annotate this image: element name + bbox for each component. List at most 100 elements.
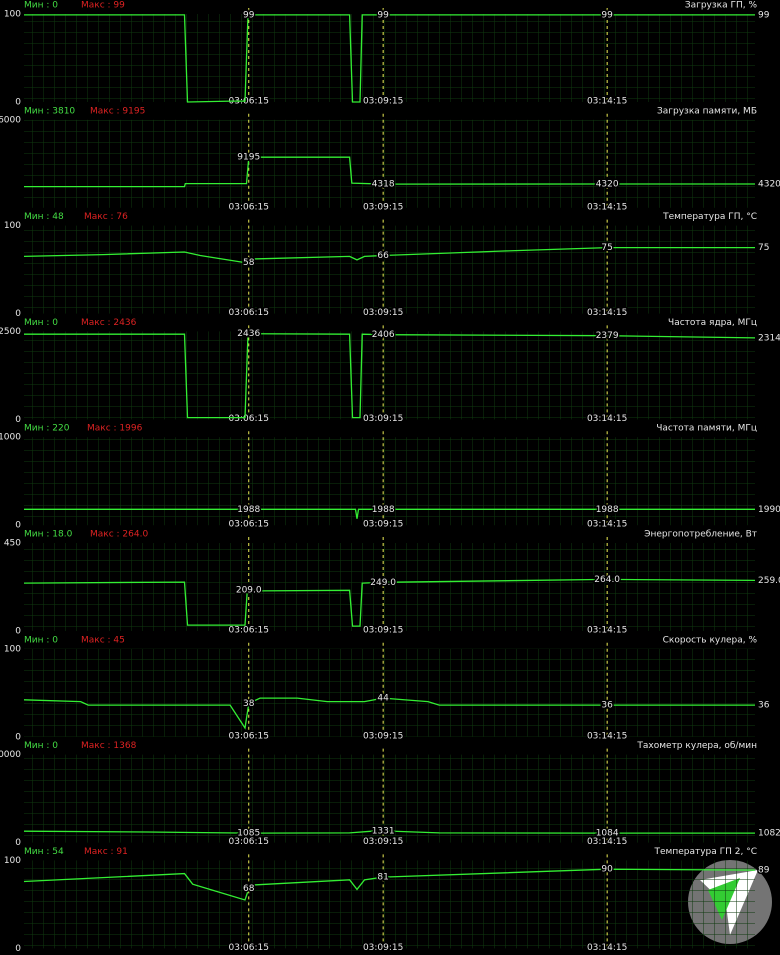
grid — [24, 331, 755, 420]
value-label: 36 — [758, 701, 770, 711]
value-label: 66 — [377, 251, 389, 261]
x-tick-label: 03:14:15 — [587, 97, 627, 107]
x-tick-label: 03:14:15 — [587, 308, 627, 318]
x-tick-label: 03:14:15 — [587, 837, 627, 847]
max-label: Макс : 2436 — [81, 318, 137, 328]
y-tick-label: 2500 — [0, 327, 21, 337]
x-tick-label: 03:14:15 — [587, 626, 627, 636]
grid — [24, 543, 755, 631]
grid — [24, 754, 755, 843]
series-line — [23, 868, 756, 901]
value-label: 1331 — [372, 826, 395, 836]
y-tick-label: 0 — [15, 415, 21, 425]
grid — [24, 437, 755, 526]
value-label: 68 — [243, 884, 255, 894]
value-label: 44 — [377, 694, 389, 704]
x-tick-label: 03:14:15 — [587, 202, 627, 212]
x-tick-label: 03:06:15 — [229, 520, 269, 530]
y-tick-label: 0 — [15, 521, 21, 531]
x-tick-label: 03:09:15 — [363, 520, 403, 530]
y-tick-label: 100 — [4, 856, 21, 866]
panel-title: Загрузка памяти, МБ — [657, 106, 757, 116]
min-label: Мин : 0 — [24, 1, 58, 11]
min-label: Мин : 0 — [24, 318, 58, 328]
series-line — [23, 246, 755, 264]
min-label: Мин : 220 — [24, 424, 70, 434]
max-label: Макс : 91 — [84, 847, 128, 857]
max-label: Макс : 9195 — [90, 106, 145, 116]
grid — [24, 119, 755, 208]
x-tick-label: 03:06:15 — [229, 731, 269, 741]
y-tick-label: 0 — [15, 944, 21, 954]
x-tick-label: 03:06:15 — [229, 414, 269, 424]
grid — [24, 225, 755, 314]
series-line — [23, 830, 755, 834]
value-label: 2314 — [758, 333, 780, 343]
x-tick-label: 03:09:15 — [363, 202, 403, 212]
x-tick-label: 03:06:15 — [229, 943, 269, 953]
value-label: 2436 — [237, 329, 260, 339]
series-line — [24, 14, 755, 103]
value-label: 1082 — [758, 829, 780, 839]
panel-title: Энергопотребление, Вт — [644, 530, 757, 540]
panel-title: Температура ГП, °С — [662, 212, 757, 222]
series-line — [24, 156, 755, 188]
panel-title: Частота ядра, МГц — [668, 318, 757, 328]
x-tick-label: 03:14:15 — [587, 414, 627, 424]
value-label: 99 — [758, 10, 770, 20]
x-tick-label: 03:09:15 — [363, 626, 403, 636]
y-tick-label: 0 — [15, 309, 21, 319]
value-label: 4320 — [758, 180, 780, 190]
grid — [24, 14, 755, 102]
x-tick-label: 03:14:15 — [587, 731, 627, 741]
x-tick-label: 03:06:15 — [229, 202, 269, 212]
value-label: 99 — [601, 10, 613, 20]
series-line — [24, 333, 756, 419]
value-label: 1988 — [372, 505, 395, 515]
min-label: Мин : 0 — [24, 635, 58, 645]
value-label: 75 — [758, 243, 769, 253]
x-tick-label: 03:09:15 — [363, 943, 403, 953]
x-tick-label: 03:09:15 — [363, 731, 403, 741]
series-line — [24, 508, 755, 519]
value-label: 264.0 — [594, 575, 620, 585]
value-label: 9195 — [237, 153, 260, 163]
min-label: Мин : 18.0 — [24, 530, 73, 540]
value-label: 58 — [243, 258, 255, 268]
panel-title: Тахометр кулера, об/мин — [636, 741, 757, 751]
max-label: Макс : 1368 — [81, 741, 137, 751]
grid — [24, 860, 755, 949]
x-tick-label: 03:14:15 — [587, 520, 627, 530]
x-tick-label: 03:06:15 — [229, 308, 269, 318]
x-tick-label: 03:06:15 — [229, 837, 269, 847]
y-tick-label: 10000 — [0, 750, 21, 760]
min-label: Мин : 0 — [24, 741, 58, 751]
value-label: 4320 — [596, 180, 619, 190]
x-tick-label: 03:14:15 — [587, 943, 627, 953]
value-label: 75 — [601, 243, 612, 253]
min-label: Мин : 54 — [24, 847, 64, 857]
y-tick-label: 100 — [4, 221, 21, 231]
x-tick-label: 03:09:15 — [363, 97, 403, 107]
max-label: Макс : 45 — [81, 635, 125, 645]
y-tick-label: 11000 — [0, 433, 21, 443]
x-tick-label: 03:09:15 — [363, 308, 403, 318]
value-label: 2406 — [372, 330, 395, 340]
y-tick-label: 0 — [15, 627, 21, 637]
value-label: 81 — [377, 873, 388, 883]
y-tick-label: 100 — [4, 644, 21, 654]
panel-title: Скорость кулера, % — [663, 635, 758, 645]
x-tick-label: 03:06:15 — [229, 626, 269, 636]
value-label: 1988 — [237, 505, 260, 515]
max-label: Макс : 99 — [81, 1, 125, 11]
value-label: 36 — [601, 701, 613, 711]
value-label: 4318 — [372, 180, 395, 190]
y-tick-label: 450 — [4, 539, 21, 549]
y-tick-label: 100 — [4, 10, 21, 20]
value-label: 89 — [758, 866, 770, 876]
value-label: 209.0 — [236, 586, 262, 596]
panel-title: Температура ГП 2, °С — [654, 847, 757, 857]
max-label: Макс : 1996 — [87, 424, 143, 434]
value-label: 99 — [243, 10, 255, 20]
series-line — [23, 697, 755, 730]
